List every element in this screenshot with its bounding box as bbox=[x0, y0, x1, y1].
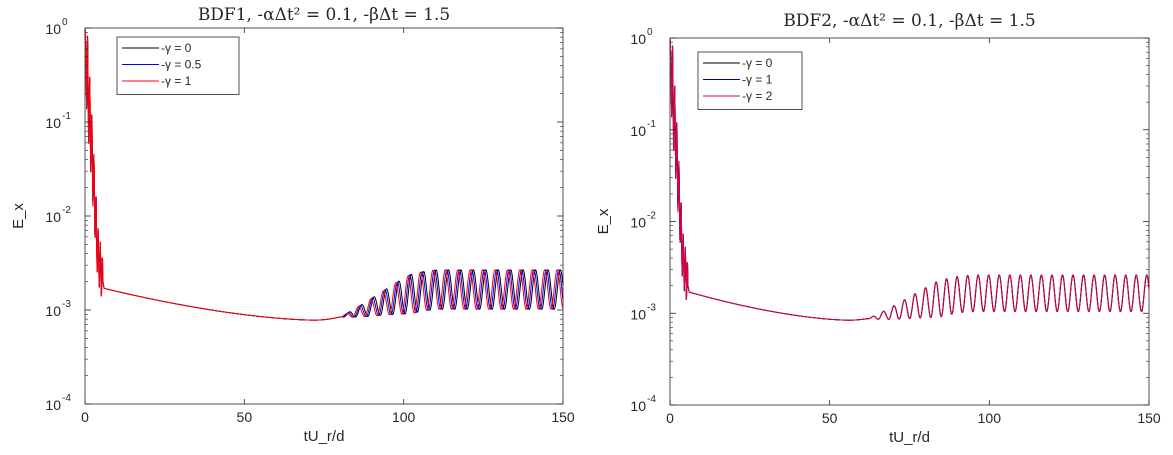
y-tick-exponent: -1 bbox=[647, 119, 656, 130]
y-tick-exponent: 0 bbox=[647, 27, 653, 38]
legend: -γ = 0 -γ = 1 -γ = 2 bbox=[697, 51, 803, 110]
legend-label-2: -γ = 2 bbox=[742, 89, 773, 103]
legend-box bbox=[116, 36, 240, 95]
series-line-2 bbox=[84, 27, 564, 321]
chart-title: BDF2, -αΔt² = 0.1, -βΔt = 1.5 bbox=[783, 11, 1035, 31]
y-tick-exponent: -1 bbox=[62, 111, 71, 122]
y-axis-label: E_x bbox=[10, 203, 27, 229]
x-tick-label: 100 bbox=[978, 410, 1002, 426]
series-line-2 bbox=[669, 37, 1150, 321]
y-tick-exponent: -2 bbox=[647, 211, 656, 222]
y-tick-label: 10 bbox=[45, 115, 61, 131]
y-tick-base: 10 bbox=[45, 21, 61, 37]
x-tick-label: 50 bbox=[822, 410, 838, 426]
x-tick-label: 0 bbox=[81, 409, 89, 425]
y-tick-exponent: 0 bbox=[62, 17, 68, 28]
y-tick-label: 10 bbox=[630, 31, 646, 47]
y-tick-exponent: -3 bbox=[62, 299, 71, 310]
y-tick-label: 10 bbox=[45, 303, 61, 319]
y-tick-label: 10 bbox=[630, 215, 646, 231]
x-tick-label: 0 bbox=[666, 410, 674, 426]
y-tick-base: 10 bbox=[45, 209, 61, 225]
x-tick-label: 50 bbox=[237, 409, 253, 425]
legend-label-1: -γ = 1 bbox=[742, 73, 773, 87]
y-axis-label: E_x bbox=[595, 208, 612, 234]
legend-label-1: -γ = 0.5 bbox=[161, 58, 202, 72]
x-axis-label: tU_r/d bbox=[889, 429, 930, 446]
y-tick-base: 10 bbox=[630, 215, 646, 231]
y-tick-base: 10 bbox=[45, 303, 61, 319]
y-tick-label: 10 bbox=[630, 398, 646, 414]
y-tick-label: 10 bbox=[630, 123, 646, 139]
y-tick-base: 10 bbox=[45, 397, 61, 413]
y-tick-label: 10 bbox=[45, 209, 61, 225]
legend: -γ = 0 -γ = 0.5 -γ = 1 bbox=[116, 36, 240, 95]
y-tick-base: 10 bbox=[630, 398, 646, 414]
x-tick-label: 100 bbox=[392, 409, 416, 425]
y-tick-exponent: -4 bbox=[62, 393, 71, 404]
y-tick-base: 10 bbox=[630, 123, 646, 139]
y-tick-exponent: -4 bbox=[647, 394, 656, 405]
y-tick-exponent: -3 bbox=[647, 302, 656, 313]
legend-label-0: -γ = 0 bbox=[161, 41, 192, 55]
x-tick-label: 150 bbox=[551, 409, 575, 425]
legend-label-2: -γ = 1 bbox=[161, 74, 192, 88]
x-axis-label: tU_r/d bbox=[304, 428, 345, 445]
x-tick-label: 150 bbox=[1137, 410, 1161, 426]
y-tick-exponent: -2 bbox=[62, 205, 71, 216]
y-tick-label: 10 bbox=[45, 21, 61, 37]
y-tick-label: 10 bbox=[630, 306, 646, 322]
y-tick-base: 10 bbox=[630, 31, 646, 47]
chart-title: BDF1, -αΔt² = 0.1, -βΔt = 1.5 bbox=[198, 5, 450, 25]
y-tick-base: 10 bbox=[45, 115, 61, 131]
y-tick-label: 10 bbox=[45, 397, 61, 413]
legend-box bbox=[697, 51, 803, 110]
legend-label-0: -γ = 0 bbox=[742, 56, 773, 70]
y-tick-base: 10 bbox=[630, 306, 646, 322]
